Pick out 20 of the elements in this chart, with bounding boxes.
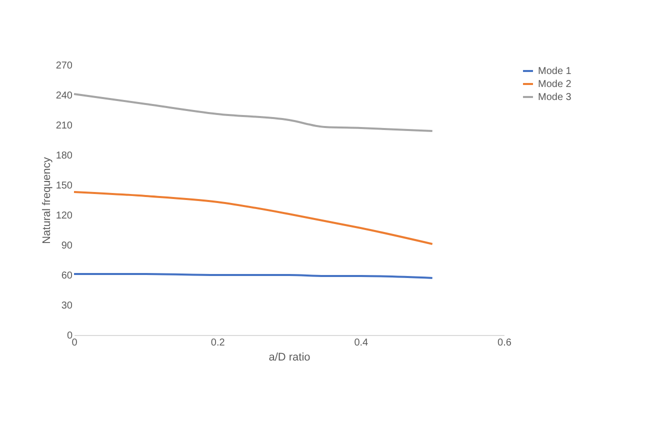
legend-label: Mode 2 xyxy=(538,79,572,90)
y-tick-label: 270 xyxy=(56,60,73,72)
x-tick-label: 0.6 xyxy=(498,338,512,348)
legend-label: Mode 1 xyxy=(538,66,572,77)
y-axis-title: Natural frequency xyxy=(40,156,53,244)
y-tick-label: 150 xyxy=(56,180,73,192)
x-tick-label: 0.4 xyxy=(354,338,369,348)
x-axis-title: a/D ratio xyxy=(268,352,310,364)
line-series xyxy=(73,93,434,132)
y-tick-label: 60 xyxy=(61,270,73,282)
y-tick-label: 120 xyxy=(56,210,73,222)
y-tick-label: 210 xyxy=(56,120,73,132)
y-tick-label: 240 xyxy=(56,90,73,102)
y-tick-label: 30 xyxy=(61,300,73,312)
y-tick-label: 90 xyxy=(61,240,73,252)
legend-label: Mode 3 xyxy=(538,92,572,103)
y-tick-label: 0 xyxy=(66,330,73,342)
line-series xyxy=(73,191,434,245)
x-tick-label: 0.2 xyxy=(210,338,226,348)
y-tick-label: 180 xyxy=(56,150,73,162)
